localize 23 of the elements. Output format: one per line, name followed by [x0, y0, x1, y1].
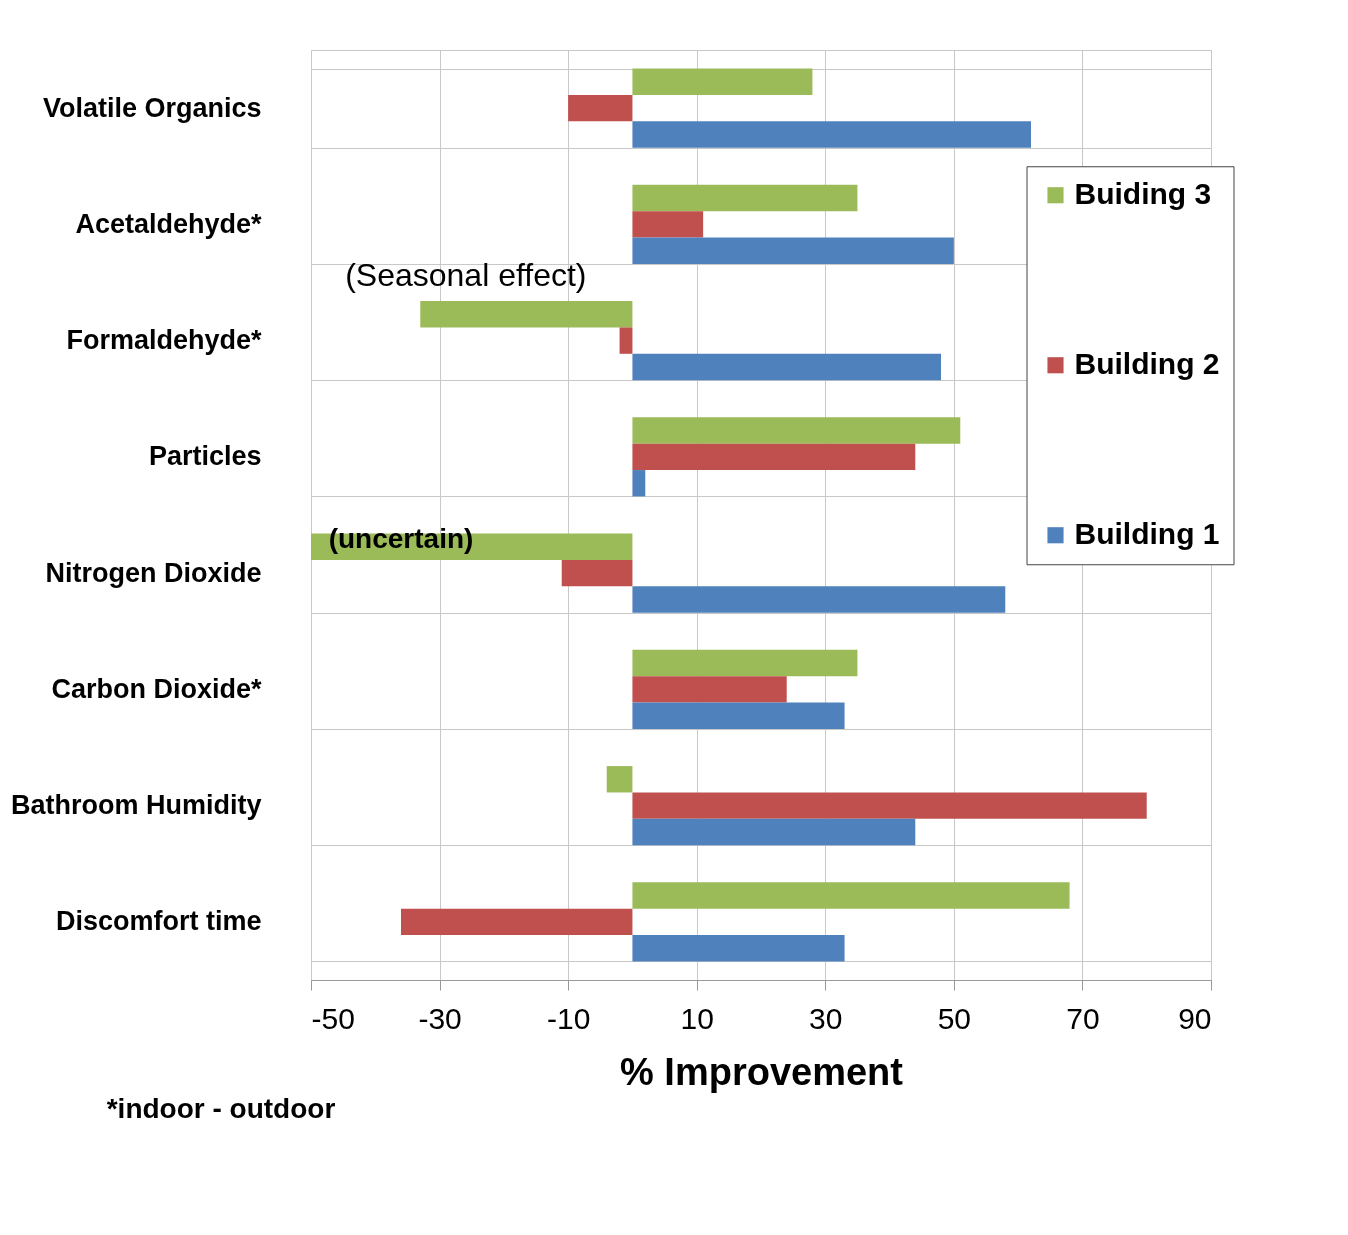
x-tick-label: 50 — [937, 1001, 972, 1035]
y-tick-label: Carbon Dioxide* — [51, 673, 262, 704]
x-tick-label: 10 — [680, 1001, 714, 1035]
y-tick-label: Acetaldehyde* — [75, 208, 262, 239]
y-tick-label: Discomfort time — [55, 906, 262, 937]
annotation: (uncertain) — [328, 523, 474, 555]
y-tick-label: Nitrogen Dioxide — [45, 557, 262, 588]
y-tick-label: Formaldehyde* — [66, 325, 262, 356]
y-tick-label: Particles — [148, 441, 262, 472]
x-tick-label: -30 — [418, 1001, 462, 1035]
x-tick-label: 90 — [1178, 1001, 1212, 1035]
annotation: (Seasonal effect) — [345, 256, 587, 293]
legend-label: Building 2 — [1074, 347, 1220, 381]
x-tick-label: -10 — [546, 1001, 591, 1035]
x-axis-title: % Improvement — [620, 1050, 904, 1093]
text: *indoor - outdoor — [106, 1093, 336, 1125]
x-tick-label: 30 — [809, 1001, 843, 1035]
legend-label: Buiding 3 — [1074, 177, 1212, 211]
x-tick-label: -50 — [311, 1001, 355, 1035]
y-tick-label: Volatile Organics — [42, 92, 262, 123]
x-tick-label: 70 — [1066, 1001, 1100, 1035]
legend-label: Building 1 — [1074, 517, 1220, 551]
y-tick-label: Bathroom Humidity — [10, 790, 262, 821]
